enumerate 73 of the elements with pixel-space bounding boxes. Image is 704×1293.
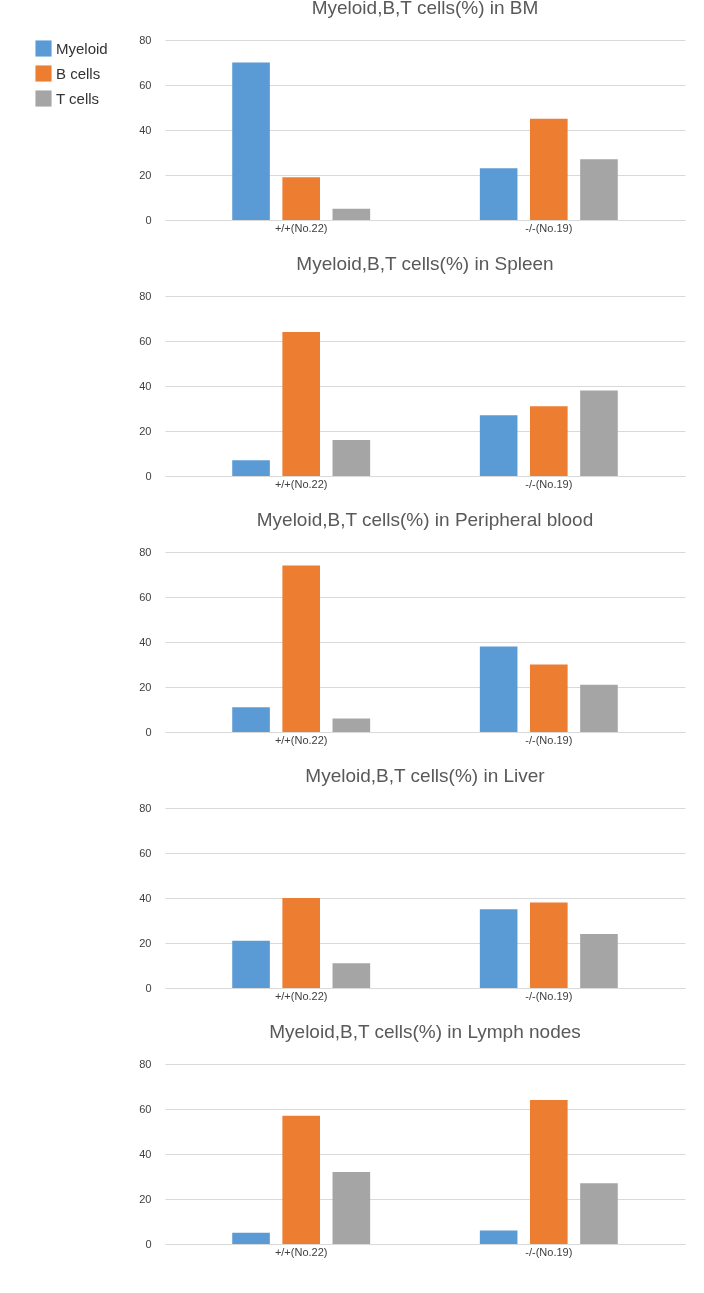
legend-label: T cells — [56, 89, 100, 107]
legend-label: Myeloid — [56, 39, 108, 57]
bar — [530, 118, 568, 220]
x-tick-label: +/+(No.22) — [274, 733, 328, 746]
bar — [580, 390, 618, 476]
y-tick-label: 60 — [139, 590, 152, 603]
legend-label: B cells — [56, 64, 101, 82]
bar — [232, 940, 270, 988]
bar — [232, 62, 270, 220]
y-tick-label: 0 — [145, 981, 152, 994]
x-tick-label: -/-(No.19) — [525, 1245, 573, 1258]
y-tick-label: 40 — [139, 379, 152, 392]
bar — [332, 718, 371, 732]
y-tick-label: 60 — [139, 78, 152, 91]
y-tick-label: 40 — [139, 635, 152, 648]
bar — [479, 646, 518, 732]
bar — [479, 415, 518, 476]
x-tick-label: +/+(No.22) — [274, 221, 328, 234]
bar — [530, 1100, 568, 1244]
chart-title: Myeloid,B,T cells(%) in Spleen — [296, 253, 554, 274]
y-tick-label: 20 — [139, 168, 152, 181]
bar — [332, 1172, 371, 1244]
y-tick-label: 60 — [139, 846, 152, 859]
x-tick-label: -/-(No.19) — [525, 989, 573, 1002]
bar — [282, 898, 320, 988]
bar — [232, 1232, 270, 1244]
x-tick-label: -/-(No.19) — [525, 221, 573, 234]
y-tick-label: 0 — [145, 1237, 152, 1250]
bar — [479, 909, 518, 988]
y-tick-label: 0 — [145, 469, 152, 482]
y-tick-label: 40 — [139, 891, 152, 904]
y-tick-label: 80 — [139, 545, 152, 558]
y-tick-label: 60 — [139, 334, 152, 347]
x-tick-label: +/+(No.22) — [274, 989, 328, 1002]
bar — [530, 664, 568, 732]
chart-title: Myeloid,B,T cells(%) in Peripheral blood — [256, 509, 594, 530]
x-tick-label: +/+(No.22) — [274, 477, 328, 490]
bar — [580, 159, 618, 220]
y-tick-label: 80 — [139, 289, 152, 302]
bar — [232, 460, 270, 476]
y-tick-label: 40 — [139, 123, 152, 136]
chart-title: Myeloid,B,T cells(%) in BM — [311, 0, 539, 18]
y-tick-label: 80 — [139, 801, 152, 814]
y-tick-label: 20 — [139, 936, 152, 949]
bar — [232, 707, 270, 732]
y-tick-label: 0 — [145, 725, 152, 738]
bar — [332, 440, 371, 476]
bar — [332, 208, 371, 220]
bar — [580, 934, 618, 988]
bar — [282, 332, 320, 476]
x-tick-label: +/+(No.22) — [274, 1245, 328, 1258]
y-tick-label: 20 — [139, 680, 152, 693]
bar — [479, 1230, 518, 1244]
bar — [282, 565, 320, 732]
bar — [530, 902, 568, 988]
x-tick-label: -/-(No.19) — [525, 733, 573, 746]
bar — [282, 177, 320, 220]
x-tick-label: -/-(No.19) — [525, 477, 573, 490]
chart-title: Myeloid,B,T cells(%) in Lymph nodes — [269, 1021, 581, 1042]
bar — [282, 1115, 320, 1244]
y-tick-label: 80 — [139, 33, 152, 46]
y-tick-label: 80 — [139, 1057, 152, 1070]
bar — [580, 1183, 618, 1244]
y-tick-label: 40 — [139, 1147, 152, 1160]
bar — [479, 168, 518, 220]
chart-title: Myeloid,B,T cells(%) in Liver — [305, 765, 546, 786]
bar — [332, 963, 371, 988]
y-tick-label: 20 — [139, 424, 152, 437]
y-tick-label: 20 — [139, 1192, 152, 1205]
y-tick-label: 60 — [139, 1102, 152, 1115]
bar — [530, 406, 568, 476]
bar — [580, 684, 618, 732]
y-tick-label: 0 — [145, 213, 152, 226]
